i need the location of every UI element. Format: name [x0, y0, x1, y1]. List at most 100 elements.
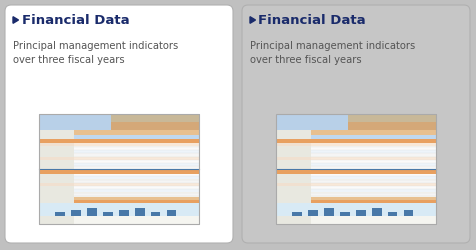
- Bar: [74, 173, 199, 176]
- Bar: [74, 176, 199, 179]
- Bar: [311, 190, 436, 192]
- Bar: [74, 193, 199, 196]
- Bar: [87, 208, 97, 216]
- Bar: [311, 166, 436, 170]
- Bar: [276, 150, 311, 153]
- Bar: [276, 163, 311, 166]
- FancyBboxPatch shape: [242, 5, 470, 243]
- Bar: [311, 197, 436, 200]
- Bar: [311, 193, 436, 196]
- FancyBboxPatch shape: [5, 5, 233, 243]
- Bar: [276, 114, 436, 224]
- Bar: [276, 176, 311, 179]
- Bar: [276, 173, 311, 176]
- Bar: [74, 147, 199, 150]
- Bar: [276, 203, 436, 216]
- Bar: [39, 114, 199, 130]
- Bar: [348, 114, 436, 122]
- Bar: [39, 166, 74, 170]
- Bar: [39, 183, 74, 186]
- Bar: [74, 183, 199, 186]
- Bar: [311, 160, 436, 163]
- Bar: [39, 160, 74, 163]
- Bar: [311, 163, 436, 166]
- Bar: [39, 150, 74, 153]
- Bar: [111, 114, 199, 122]
- Bar: [276, 114, 436, 224]
- Bar: [39, 170, 199, 173]
- Bar: [276, 114, 436, 130]
- Bar: [276, 157, 311, 160]
- Text: Financial Data: Financial Data: [258, 14, 366, 26]
- Bar: [276, 170, 311, 173]
- Bar: [39, 180, 74, 182]
- Bar: [39, 153, 74, 156]
- Bar: [74, 170, 199, 173]
- Bar: [74, 180, 199, 182]
- Bar: [276, 147, 311, 150]
- Bar: [74, 190, 199, 192]
- Text: Principal management indicators
over three fiscal years: Principal management indicators over thr…: [250, 41, 415, 65]
- Text: Principal management indicators
over three fiscal years: Principal management indicators over thr…: [13, 41, 178, 65]
- Bar: [311, 144, 436, 146]
- Bar: [276, 139, 311, 143]
- Bar: [39, 193, 74, 196]
- Bar: [39, 157, 74, 160]
- Bar: [74, 166, 199, 170]
- Bar: [311, 170, 436, 173]
- Bar: [311, 139, 436, 143]
- Bar: [324, 208, 334, 216]
- Bar: [39, 173, 74, 176]
- Bar: [372, 208, 382, 216]
- Bar: [74, 150, 199, 153]
- Bar: [39, 176, 74, 179]
- Bar: [74, 135, 199, 139]
- Bar: [74, 144, 199, 146]
- Bar: [135, 208, 145, 216]
- Bar: [74, 153, 199, 156]
- Bar: [276, 180, 311, 182]
- Bar: [356, 210, 366, 216]
- Bar: [276, 144, 311, 146]
- Bar: [39, 147, 74, 150]
- Bar: [74, 130, 199, 135]
- Bar: [74, 163, 199, 166]
- Bar: [276, 186, 311, 189]
- Bar: [39, 114, 199, 224]
- Bar: [39, 170, 74, 173]
- Bar: [74, 139, 199, 143]
- Bar: [276, 130, 311, 224]
- Bar: [276, 153, 311, 156]
- Bar: [71, 210, 81, 216]
- Bar: [311, 183, 436, 186]
- Bar: [311, 200, 436, 203]
- Bar: [39, 190, 74, 192]
- Text: Financial Data: Financial Data: [21, 14, 129, 26]
- Bar: [311, 130, 436, 135]
- Bar: [311, 173, 436, 176]
- Bar: [39, 163, 74, 166]
- Bar: [39, 144, 74, 146]
- Bar: [404, 210, 414, 216]
- Bar: [103, 212, 113, 216]
- Bar: [340, 212, 349, 216]
- Bar: [74, 186, 199, 189]
- Bar: [111, 114, 199, 130]
- Bar: [311, 176, 436, 179]
- Bar: [74, 160, 199, 163]
- Bar: [39, 186, 74, 189]
- Bar: [311, 135, 436, 139]
- Bar: [167, 210, 177, 216]
- Bar: [311, 186, 436, 189]
- Bar: [74, 197, 199, 200]
- Bar: [74, 157, 199, 160]
- Bar: [39, 130, 74, 224]
- Bar: [74, 200, 199, 203]
- Bar: [151, 212, 160, 216]
- Bar: [311, 147, 436, 150]
- Bar: [308, 210, 317, 216]
- Bar: [276, 183, 311, 186]
- Bar: [55, 212, 65, 216]
- Bar: [39, 170, 74, 173]
- Bar: [276, 170, 311, 173]
